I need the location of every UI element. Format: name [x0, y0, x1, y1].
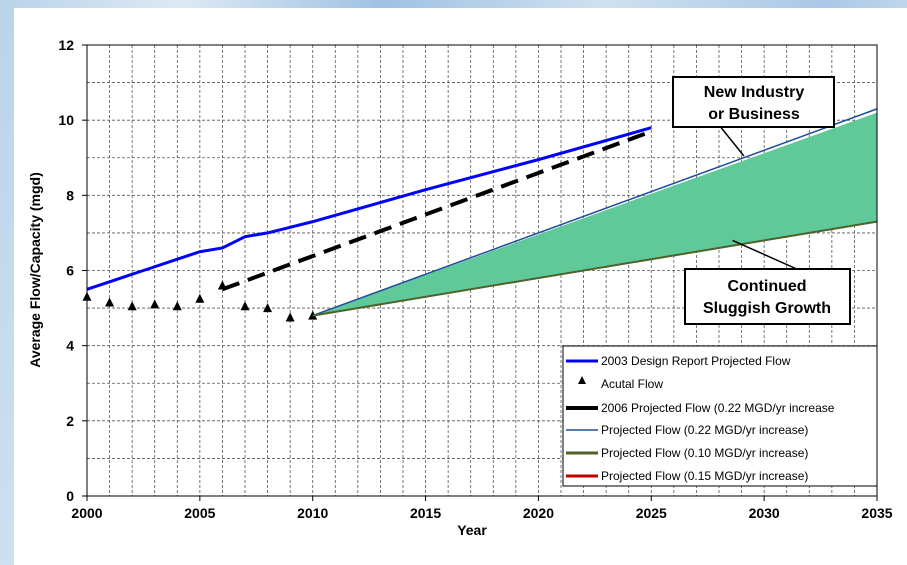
legend-label-2006-projected: 2006 Projected Flow (0.22 MGD/yr increas… [601, 401, 835, 415]
x-tick-label: 2000 [71, 505, 102, 521]
legend: 2003 Design Report Projected Flow Acutal… [562, 345, 878, 487]
series-line-0 [86, 126, 652, 291]
callout-line-sluggish-growth-1: Continued [727, 278, 806, 295]
actual-flow-marker [127, 301, 137, 311]
legend-box [562, 345, 878, 487]
y-tick-label: 0 [66, 488, 74, 504]
x-axis-title: Year [457, 522, 487, 538]
x-tick-label: 2030 [749, 505, 780, 521]
x-tick-label: 2035 [861, 505, 892, 521]
legend-label-010-projection: Projected Flow (0.10 MGD/yr increase) [601, 446, 808, 460]
callout-pointer-new-industry [718, 124, 745, 157]
y-tick-label: 8 [66, 187, 74, 203]
y-tick-label: 4 [66, 338, 74, 354]
callout-new-industry: New Industry or Business [672, 76, 835, 157]
callout-pointer-sluggish-growth [732, 239, 800, 271]
series-line-2 [221, 129, 652, 292]
flow-capacity-chart: 2000 2005 2010 2015 2020 2025 2030 2035 0 2 4 6 8 10 1… [27, 37, 893, 538]
x-tick-label: 2020 [523, 505, 554, 521]
legend-label-design-report: 2003 Design Report Projected Flow [601, 354, 791, 368]
actual-flow-marker [195, 293, 205, 303]
x-tick-label: 2015 [410, 505, 441, 521]
axis-ticks: 2000 2005 2010 2015 2020 2025 2030 2035 0 2 4 6 8 10 1… [58, 37, 892, 521]
series-line-3 [312, 108, 878, 317]
projection-range-band [312, 112, 877, 316]
legend-label-015-projection: Projected Flow (0.15 MGD/yr increase) [601, 469, 808, 483]
callout-sluggish-growth: Continued Sluggish Growth [684, 239, 851, 325]
actual-flow-marker [285, 312, 295, 322]
x-tick-label: 2025 [636, 505, 667, 521]
callout-line-new-industry-1: New Industry [704, 84, 805, 101]
y-tick-label: 6 [66, 263, 74, 279]
legend-swatch-actual-flow [578, 376, 586, 384]
actual-flow-marker [150, 299, 160, 309]
callout-line-sluggish-growth-2: Sluggish Growth [703, 300, 831, 317]
legend-label-022-projection: Projected Flow (0.22 MGD/yr increase) [601, 423, 808, 437]
actual-flow-marker [105, 297, 115, 307]
y-tick-label: 2 [66, 413, 74, 429]
x-tick-label: 2005 [184, 505, 215, 521]
y-axis-title: Average Flow/Capacity (mgd) [27, 172, 43, 368]
callout-box-sluggish-growth [684, 268, 851, 325]
actual-flow-marker [240, 301, 250, 311]
y-tick-label: 12 [58, 37, 74, 53]
series-line-4 [312, 220, 878, 317]
callout-line-new-industry-2: or Business [708, 106, 800, 123]
actual-flow-marker [263, 303, 273, 313]
legend-label-actual-flow: Acutal Flow [601, 377, 663, 391]
plot-panel: 2000 2005 2010 2015 2020 2025 2030 2035 0 2 4 6 8 10 1… [14, 8, 907, 565]
series-layer [82, 108, 878, 322]
y-tick-label: 10 [58, 112, 74, 128]
x-tick-label: 2010 [297, 505, 328, 521]
callout-box-new-industry [672, 76, 835, 128]
actual-flow-marker [172, 301, 182, 311]
